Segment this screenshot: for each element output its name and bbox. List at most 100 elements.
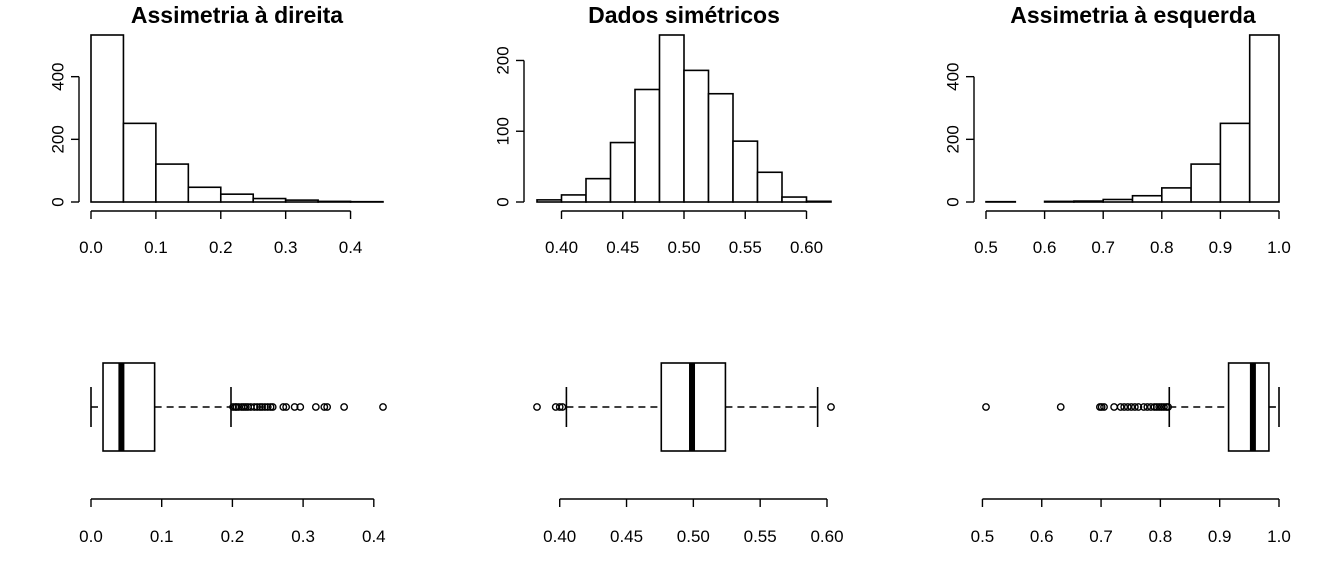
outlier-point xyxy=(982,403,990,411)
x-tick-label: 0.1 xyxy=(144,238,168,257)
outlier-point xyxy=(1120,403,1129,411)
histogram-bar xyxy=(1190,163,1222,203)
outlier-point xyxy=(323,403,332,411)
outlier-point xyxy=(1143,403,1152,411)
histogram-right-skew: Assimetria à direita 0.0 0.1 0.2 0.3 0.4 0 200… xyxy=(48,2,384,257)
y-tick-label: 0 xyxy=(48,197,67,206)
outlier-point xyxy=(263,403,272,411)
histogram-bar xyxy=(155,163,190,203)
outlier-point xyxy=(296,403,305,411)
y-tick-label: 0 xyxy=(493,197,512,206)
x-tick-label: 1.0 xyxy=(1267,527,1291,546)
histogram-bar xyxy=(560,194,587,203)
x-tick-label: 0.0 xyxy=(79,238,103,257)
outlier-point xyxy=(311,403,320,411)
y-tick-label: 0 xyxy=(943,197,962,206)
histogram-bar xyxy=(1219,122,1251,203)
histogram-bar xyxy=(634,88,661,203)
boxplot-right-skew: 0.0 0.1 0.2 0.3 0.4 xyxy=(79,362,387,546)
x-tick-label: 0.40 xyxy=(545,238,578,257)
histogram-bar xyxy=(219,193,255,203)
x-tick-label: 0.6 xyxy=(1033,238,1057,257)
histogram-bar xyxy=(1131,194,1163,203)
outlier-point xyxy=(1110,403,1119,411)
histogram-bar xyxy=(122,122,157,203)
outlier-point xyxy=(1139,403,1148,411)
histogram-bar xyxy=(187,186,222,203)
y-tick-label: 200 xyxy=(48,125,67,153)
outlier-point xyxy=(558,403,567,411)
outlier-point xyxy=(1123,403,1132,411)
x-tick-label: 0.50 xyxy=(667,238,700,257)
chart-title: Assimetria à direita xyxy=(131,2,343,28)
outlier-point xyxy=(379,403,387,411)
histogram-bar xyxy=(536,199,563,203)
histogram-bar xyxy=(1073,200,1105,203)
outlier-point xyxy=(555,403,564,411)
histogram-symmetric: Dados simétricos 0.40 0.45 0.50 0.55 0.60 0 10… xyxy=(493,2,832,257)
x-tick-label: 0.40 xyxy=(543,527,576,546)
histogram-bar xyxy=(781,196,808,203)
x-tick-label: 0.3 xyxy=(291,527,315,546)
outlier-point xyxy=(827,403,835,411)
x-tick-label: 0.55 xyxy=(729,238,762,257)
histogram-bar xyxy=(585,177,612,203)
box-iqr xyxy=(1227,362,1270,452)
x-tick-label: 0.50 xyxy=(677,527,710,546)
y-tick-label: 100 xyxy=(493,117,512,145)
chart-title: Assimetria à esquerda xyxy=(1010,2,1256,28)
outlier-point xyxy=(340,403,349,411)
histogram-left-skew: Assimetria à esquerda 0.5 0.6 0.7 0.8 0.9 1.0… xyxy=(943,2,1290,257)
histogram-bar xyxy=(756,171,783,203)
histogram-bar xyxy=(317,200,352,203)
outlier-point xyxy=(282,403,291,411)
x-tick-label: 0.7 xyxy=(1089,527,1113,546)
x-tick-label: 0.6 xyxy=(1030,527,1054,546)
x-tick-label: 0.45 xyxy=(610,527,643,546)
outlier-point xyxy=(1150,403,1159,411)
x-tick-label: 1.0 xyxy=(1267,238,1291,257)
y-tick-label: 200 xyxy=(493,46,512,74)
y-tick-label: 400 xyxy=(48,62,67,90)
histogram-bar xyxy=(90,34,125,203)
boxplot-symmetric: 0.40 0.45 0.50 0.55 0.60 xyxy=(533,362,844,546)
outlier-point xyxy=(1127,403,1136,411)
x-tick-label: 0.7 xyxy=(1091,238,1115,257)
histogram-bar xyxy=(252,197,287,203)
x-tick-label: 0.4 xyxy=(362,527,386,546)
outlier-point xyxy=(533,403,541,411)
outlier-point xyxy=(1160,403,1168,411)
outlier-point xyxy=(1130,403,1139,411)
x-tick-label: 0.60 xyxy=(790,238,823,257)
histogram-bar xyxy=(1102,198,1134,203)
outlier-point xyxy=(250,403,259,411)
histogram-bar xyxy=(707,92,734,203)
outlier-point xyxy=(1097,403,1106,411)
outlier-point xyxy=(261,403,269,411)
x-tick-label: 0.2 xyxy=(209,238,233,257)
x-tick-label: 0.4 xyxy=(339,238,363,257)
histogram-bar xyxy=(805,200,832,203)
x-tick-label: 0.1 xyxy=(150,527,174,546)
x-tick-label: 0.0 xyxy=(79,527,103,546)
box-iqr xyxy=(102,362,156,452)
y-tick-label: 400 xyxy=(943,62,962,90)
histogram-bar xyxy=(683,69,710,203)
outlier-point xyxy=(1134,403,1143,411)
x-tick-label: 0.8 xyxy=(1150,238,1174,257)
chart-title: Dados simétricos xyxy=(588,2,780,28)
outlier-point xyxy=(1056,403,1065,411)
y-tick-label: 200 xyxy=(943,125,962,153)
outlier-point xyxy=(1152,403,1161,411)
outlier-point xyxy=(320,403,329,411)
histogram-bar xyxy=(732,140,759,203)
outlier-point xyxy=(1164,403,1172,411)
x-tick-label: 0.55 xyxy=(744,527,777,546)
x-tick-label: 0.9 xyxy=(1209,238,1233,257)
x-tick-label: 0.3 xyxy=(274,238,298,257)
histogram-bar xyxy=(1043,200,1075,203)
histogram-bar xyxy=(609,141,636,203)
outlier-point xyxy=(1155,403,1164,411)
x-tick-label: 0.2 xyxy=(221,527,245,546)
